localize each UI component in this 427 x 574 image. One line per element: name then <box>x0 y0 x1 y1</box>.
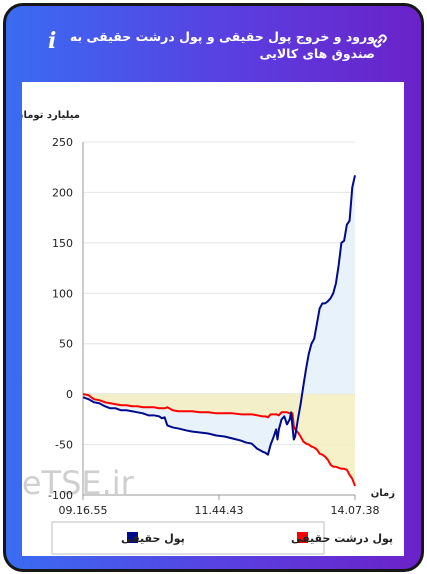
x-tick-labels: 09.16.55 11.44.43 14.07.38 <box>59 504 380 517</box>
x-tick-label: 09.16.55 <box>59 504 108 517</box>
info-icon[interactable]: i <box>48 28 57 54</box>
y-tick-label: 50 <box>59 338 73 351</box>
y-tick-label: -50 <box>55 439 73 452</box>
y-tick-labels: -100 -50 0 50 100 150 200 250 <box>48 136 73 502</box>
series-line-real-money <box>82 175 356 456</box>
legend-swatch <box>297 532 308 543</box>
chart-panel: LiveTSE.ir -100 -50 0 50 100 150 200 250 09.16.… <box>6 82 404 556</box>
area-fills <box>83 175 355 486</box>
legend-swatch <box>127 532 138 543</box>
legend: پول درشت حقیقی پول حقیقی <box>51 521 393 555</box>
y-tick-label: 200 <box>52 186 73 199</box>
y-axis-label: میلیارد تومان <box>22 110 80 121</box>
series-line-big-real-money <box>82 393 356 487</box>
legend-label: پول حقیقی <box>121 532 185 545</box>
y-tick-label: -100 <box>48 489 73 502</box>
line-chart: LiveTSE.ir -100 -50 0 50 100 150 200 250 09.16.… <box>6 110 395 555</box>
link-icon[interactable] <box>370 31 390 51</box>
y-tick-label: 150 <box>52 237 73 250</box>
chart-title: ورود و خروج پول حقیقی و پول درشت حقیقی ب… <box>69 29 375 61</box>
y-tick-label: 100 <box>52 287 73 300</box>
x-tick-label: 11.44.43 <box>195 504 244 517</box>
card-header: i ورود و خروج پول حقیقی و پول درشت حقیقی… <box>6 6 421 82</box>
series-lines <box>82 175 356 487</box>
watermark: LiveTSE.ir <box>22 464 135 502</box>
x-tick-label: 14.07.38 <box>331 504 380 517</box>
legend-item-big-real-money[interactable]: پول درشت حقیقی <box>291 532 393 545</box>
x-axis-label: زمان <box>371 488 395 499</box>
legend-label: پول درشت حقیقی <box>291 532 393 545</box>
legend-item-real-money[interactable]: پول حقیقی <box>121 532 185 545</box>
chart-card: i ورود و خروج پول حقیقی و پول درشت حقیقی… <box>3 3 424 572</box>
legend-box <box>51 521 325 555</box>
y-tick-label: 250 <box>52 136 73 149</box>
y-tick-label: 0 <box>66 388 73 401</box>
